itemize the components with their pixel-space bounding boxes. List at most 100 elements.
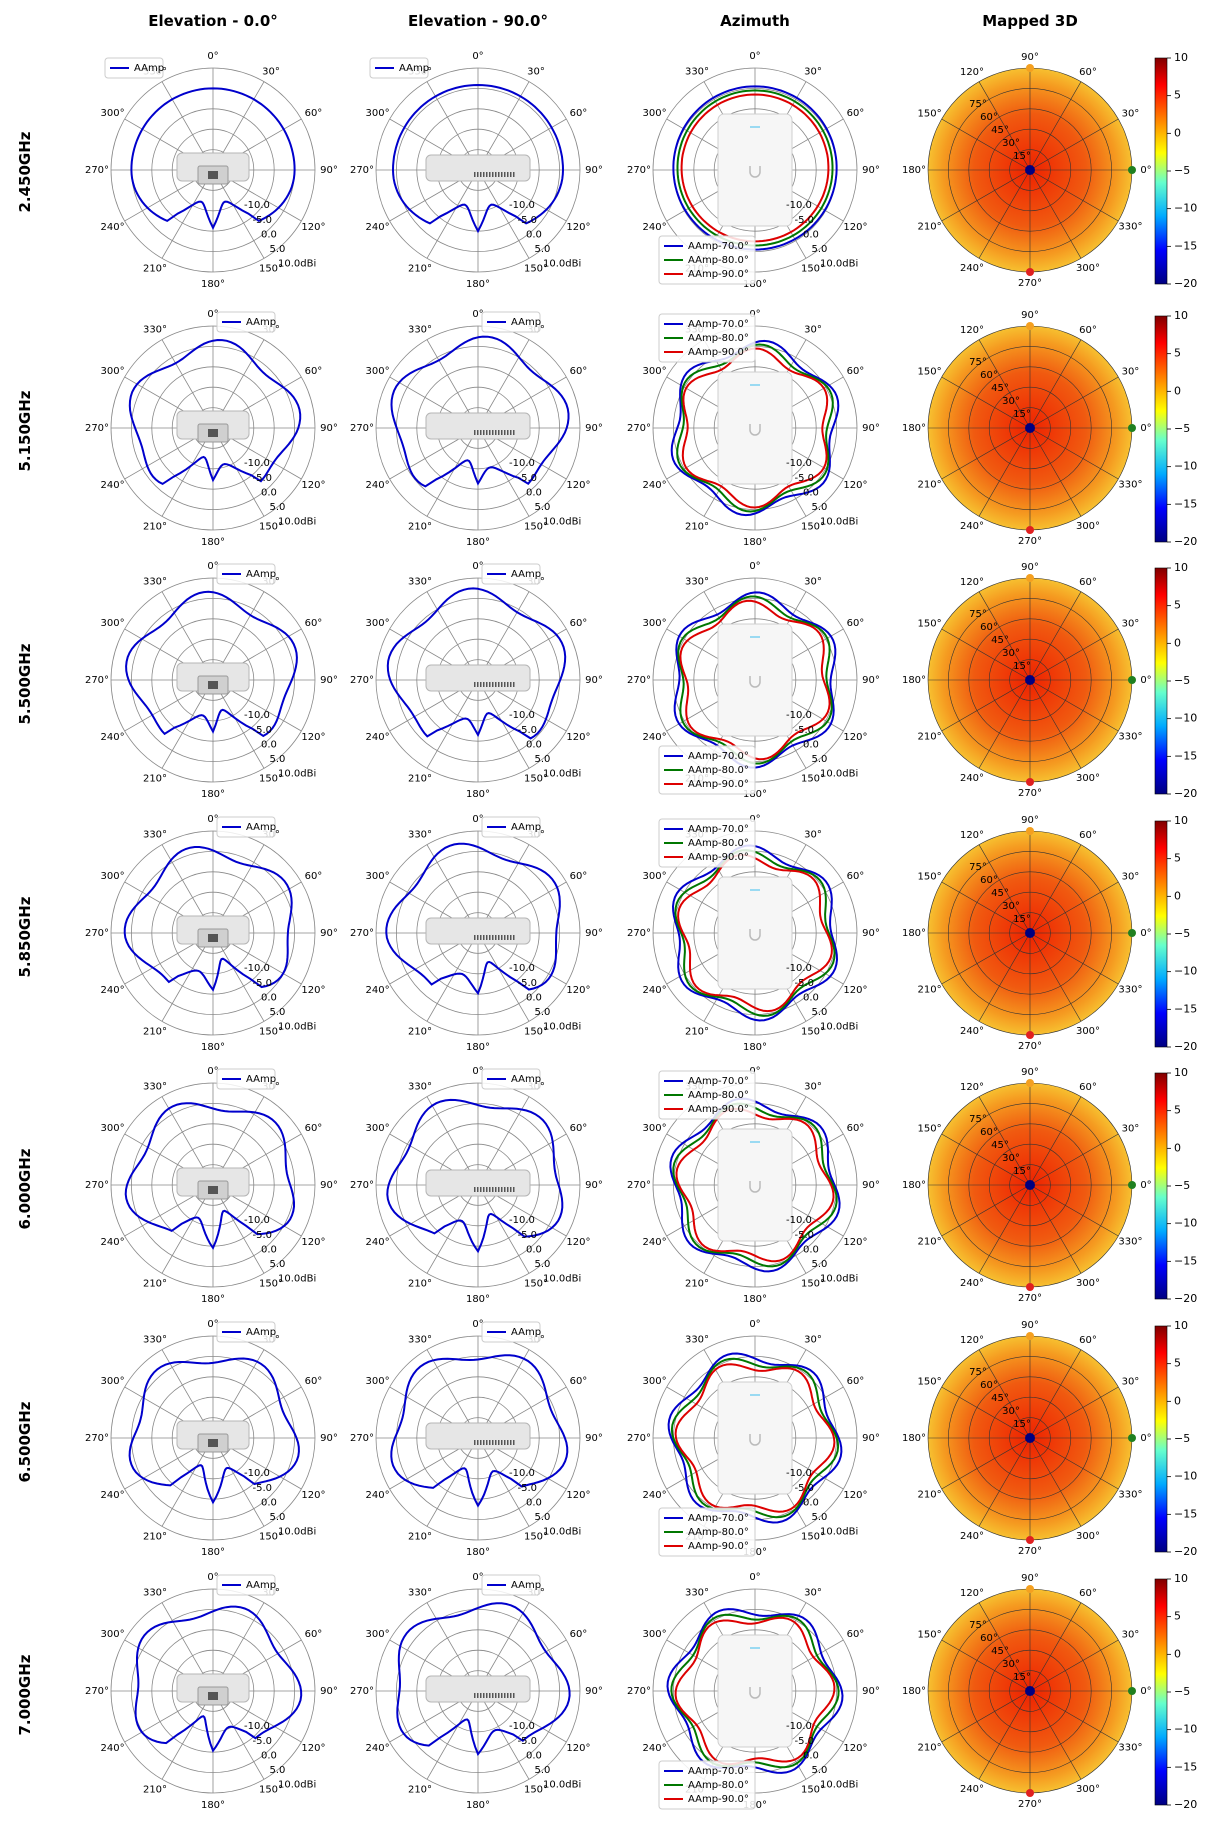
radial-tick-label: 10.0dBi [278, 517, 316, 528]
azimuth-spoke [978, 339, 1031, 429]
vent-slot-icon [492, 430, 494, 435]
polar-grid-spoke [426, 169, 479, 259]
azimuth-spoke [941, 932, 1031, 985]
mapped-ring-label: 60° [980, 1127, 998, 1138]
colorbar-tick-label: −15 [1174, 239, 1197, 252]
polar-angle-label: 0° [472, 51, 483, 62]
bottom-marker [1026, 526, 1034, 534]
legend-box [658, 1507, 756, 1557]
ap-top-device-icon [717, 1381, 793, 1495]
polar-angle-label: 30° [804, 1334, 822, 1345]
polar-grid-spoke [161, 1690, 214, 1780]
radial-tick-label: 0.0 [803, 1750, 819, 1761]
polar-angle-label: 270° [85, 675, 109, 686]
legend-label: AAmp-90.0° [688, 1794, 749, 1805]
radial-tick-label: -10.0 [786, 963, 812, 974]
azimuth-spoke [1029, 1437, 1119, 1490]
colorbar-tick-label: 10 [1174, 1319, 1188, 1332]
vent-slot-icon [495, 1693, 497, 1698]
radial-tick-label: 0.0 [803, 1244, 819, 1255]
azimuth-spoke [978, 1602, 1031, 1692]
mapped-angle-label: 0° [1140, 1180, 1151, 1191]
polar-angle-label: 120° [566, 732, 590, 743]
mapped-angle-label: 90° [1021, 815, 1039, 826]
vent-slot-icon [495, 1187, 497, 1192]
mapped-3d-plot: 90° 60° 30° 0° 330° 300° 270° 240° 210° 180° 150° 1… [902, 310, 1152, 547]
radial-tick-label: 10.0dBi [543, 769, 581, 780]
mapped-ring-label: 45° [991, 1140, 1009, 1151]
mapped-ring-label: 15° [1013, 1672, 1031, 1683]
mapped-ring-label: 60° [980, 875, 998, 886]
vent-slot-icon [486, 935, 488, 940]
colorbar-tick-label: 5 [1174, 1357, 1181, 1370]
colorbar-gradient [1154, 57, 1168, 285]
vent-slot-icon [474, 682, 476, 687]
polar-angle-label: 0° [472, 309, 483, 320]
vent-slot-icon [483, 1440, 485, 1445]
brand-logo-icon [749, 1181, 761, 1193]
polar-angle-label: 150° [259, 1279, 283, 1290]
vent-slot-icon [477, 430, 479, 435]
colorbar-tick-label: 5 [1174, 852, 1181, 865]
aamp-pattern-line [128, 338, 302, 486]
right-marker [1128, 676, 1136, 684]
legend-label: AAmp-70.0° [688, 241, 749, 252]
vent-slot-icon [513, 172, 515, 177]
polar-angle-label: 270° [85, 165, 109, 176]
vent-slot-icon [507, 1187, 509, 1192]
polar-grid-spoke [212, 679, 265, 769]
vent-slot-icon [489, 682, 491, 687]
vent-slot-icon [498, 1440, 500, 1445]
polar-grid-spoke [212, 427, 265, 517]
mapped-angle-label: 240° [960, 773, 984, 784]
mapped-angle-label: 240° [960, 263, 984, 274]
radial-tick-label: -5.0 [518, 1736, 538, 1747]
right-marker [1128, 166, 1136, 174]
radial-tick-label: 0.0 [803, 739, 819, 750]
vent-slot-icon [477, 682, 479, 687]
mapped-angle-label: 30° [1122, 1630, 1140, 1641]
colorbar-tick-label: −15 [1174, 1760, 1197, 1773]
polar-angle-label: 60° [305, 1629, 323, 1640]
mapped-ring-label: 30° [1002, 1659, 1020, 1670]
radial-tick-label: -10.0 [244, 963, 270, 974]
polar-angle-label: 120° [566, 1490, 590, 1501]
polar-angle-label: 300° [365, 1123, 389, 1134]
azimuth-pattern-line-0 [671, 844, 839, 1022]
bottom-marker [1026, 778, 1034, 786]
legend-label: AAmp-70.0° [688, 1513, 749, 1524]
colorbar-tick-label: −20 [1174, 1798, 1197, 1811]
radial-tick-label: 10.0dBi [278, 1780, 316, 1791]
legend-label: AAmp-80.0° [688, 838, 749, 849]
polar-angle-label: 180° [466, 279, 490, 290]
polar-grid-spoke [477, 169, 530, 259]
mapped-angle-label: 210° [917, 985, 941, 996]
radial-tick-label: -5.0 [253, 215, 273, 226]
azimuth-spoke [978, 591, 1031, 681]
mapped-ring-label: 15° [1013, 1419, 1031, 1430]
polar-angle-label: 240° [365, 480, 389, 491]
polar-grid-spoke [477, 679, 530, 769]
legend-box [481, 1068, 541, 1090]
bottom-marker [1026, 1283, 1034, 1291]
mapped-ring-label: 45° [991, 635, 1009, 646]
polar-grid-spoke [212, 1437, 265, 1527]
center-marker [1025, 423, 1035, 433]
aamp-pattern-line [386, 587, 567, 740]
elevation-90-plot: 0° 330° 300° 270° 240° 210° 180° 150° 120° 90° 60°… [350, 561, 603, 800]
legend-box [216, 563, 276, 585]
radial-tick-label: -5.0 [518, 978, 538, 989]
polar-angle-label: 90° [862, 1180, 880, 1191]
ap-top-device-icon [717, 623, 793, 737]
mapped-ring-label: 75° [969, 99, 987, 110]
radial-tick-label: 10.0dBi [543, 1780, 581, 1791]
mapped-angle-label: 90° [1021, 562, 1039, 573]
mapped-angle-label: 90° [1021, 1573, 1039, 1584]
polar-angle-label: 270° [350, 165, 374, 176]
colorbar-gradient [1154, 315, 1168, 543]
polar-angle-label: 30° [804, 576, 822, 587]
legend-label: AAmp-90.0° [688, 347, 749, 358]
colorbar-tick-label: 10 [1174, 51, 1188, 64]
radial-tick-label: 5.0 [812, 1512, 828, 1523]
polar-angle-label: 240° [365, 985, 389, 996]
